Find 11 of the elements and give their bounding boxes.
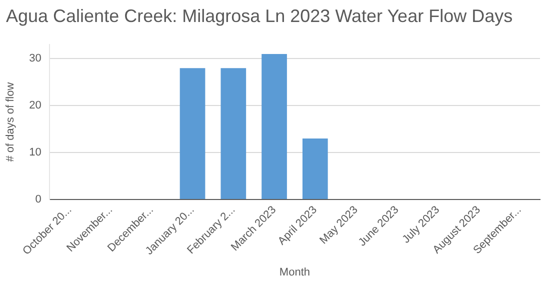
bar (220, 68, 246, 199)
y-tick-label: 30 (29, 52, 42, 65)
y-tick-label: 10 (29, 146, 42, 159)
chart-title: Agua Caliente Creek: Milagrosa Ln 2023 Water Year Flow Days (6, 6, 513, 27)
bar (180, 68, 206, 199)
y-axis-title: # of days of flow (4, 82, 17, 162)
bar (302, 138, 328, 199)
x-axis-title: Month (279, 266, 310, 278)
y-tick-label: 0 (35, 194, 42, 206)
y-tick-label: 20 (29, 100, 42, 112)
bar (262, 54, 287, 199)
